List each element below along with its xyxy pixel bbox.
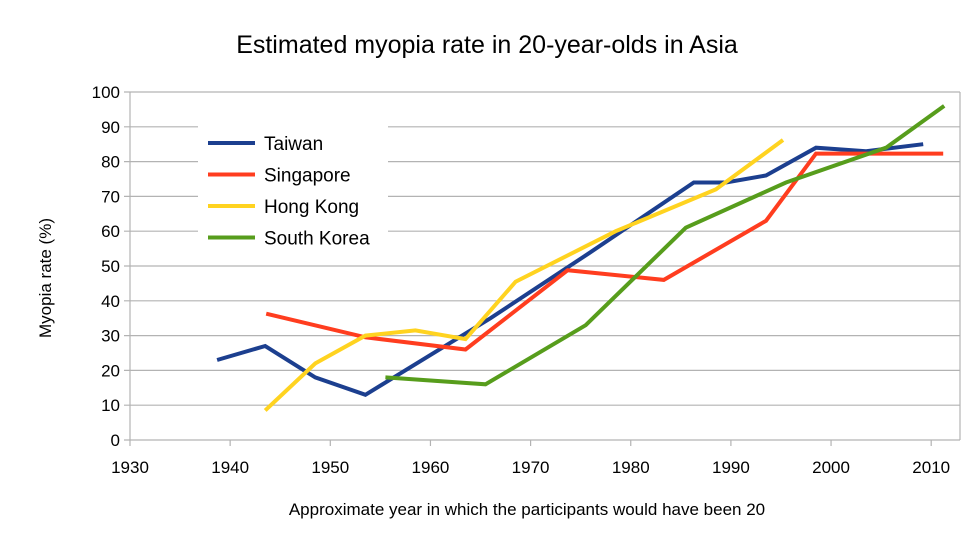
legend-label: Taiwan (264, 134, 323, 155)
legend-label: Singapore (264, 166, 351, 187)
y-tick-label: 0 (111, 431, 120, 450)
legend-box (198, 124, 388, 252)
legend: Taiwan Singapore Hong Kong South Korea (198, 124, 388, 252)
y-tick-label: 20 (101, 361, 120, 380)
x-tick-label: 1990 (712, 458, 750, 477)
x-tick-label: 1960 (412, 458, 450, 477)
y-tick-label: 70 (101, 187, 120, 206)
x-tick-label: 1930 (111, 458, 149, 477)
y-tick-label: 10 (101, 396, 120, 415)
series-line-south-korea (385, 104, 946, 387)
y-tick-label: 100 (92, 83, 120, 102)
y-tick-label: 40 (101, 292, 120, 311)
series-line-hong-kong (263, 138, 785, 412)
y-tick-label: 50 (101, 257, 120, 276)
chart-title: Estimated myopia rate in 20-year-olds in… (236, 31, 738, 59)
x-tick-label: 1970 (512, 458, 550, 477)
x-tick-label: 1980 (612, 458, 650, 477)
x-tick-label: 1940 (211, 458, 249, 477)
x-axis-title: Approximate year in which the participan… (289, 500, 765, 519)
y-tick-label: 60 (101, 222, 120, 241)
y-axis-title: Myopia rate (%) (36, 218, 55, 338)
y-tick-label: 90 (101, 118, 120, 137)
y-tick-label: 80 (101, 153, 120, 172)
y-tick-label: 30 (101, 327, 120, 346)
series-line-singapore (265, 151, 944, 352)
x-tick-label: 1950 (311, 458, 349, 477)
axes (129, 92, 961, 446)
legend-label: South Korea (264, 229, 370, 250)
x-tick-label: 2000 (812, 458, 850, 477)
series-lines (216, 104, 946, 412)
legend-label: Hong Kong (264, 197, 359, 218)
y-tick-labels: 0 10 20 30 40 50 60 70 80 90 100 (92, 83, 120, 450)
x-tick-labels: 1930 1940 1950 1960 1970 1980 1990 2000 2010 (111, 458, 950, 477)
x-tick-label: 2010 (912, 458, 950, 477)
